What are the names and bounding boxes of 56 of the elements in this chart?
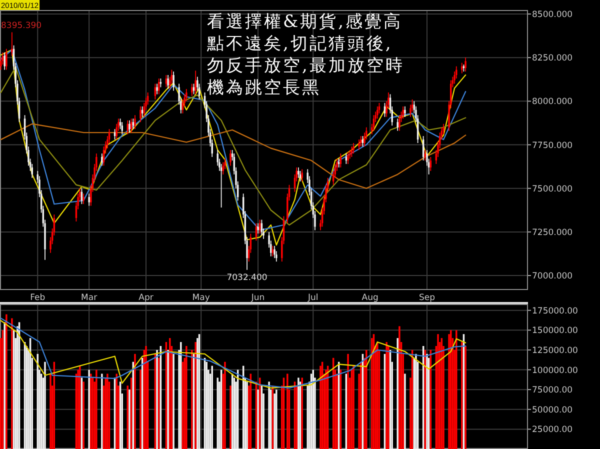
candlestick: [396, 118, 398, 132]
x-tick-label: Aug: [362, 293, 378, 303]
y-tick-label: 175000.00: [532, 306, 578, 316]
candlestick: [358, 139, 360, 150]
x-tick-label: May: [192, 293, 210, 303]
candlestick: [347, 151, 349, 164]
y-tick-label: 8000.000: [532, 97, 573, 108]
candlestick: [230, 150, 232, 166]
candlestick: [257, 222, 259, 234]
candlestick: [338, 158, 340, 168]
candlestick: [156, 83, 158, 95]
y-tick-label: 7500.000: [532, 184, 573, 194]
y-tick-label: 8250.000: [532, 54, 573, 64]
line-series: [0, 123, 466, 189]
y-tick-label: 75000.00: [532, 386, 573, 396]
candlestick: [398, 114, 400, 132]
y-tick-label: 8500.000: [532, 10, 573, 20]
candlestick: [274, 245, 276, 259]
candlestick: [172, 71, 174, 92]
x-tick-label: Jun: [250, 293, 265, 303]
candlestick: [298, 166, 300, 178]
y-tick-label: 100000.00: [532, 366, 578, 376]
candlestick: [88, 193, 90, 206]
x-tick-label: Sep: [418, 293, 436, 303]
candlestick: [128, 120, 130, 134]
candlestick: [82, 193, 84, 204]
annotation: 7032.400: [226, 272, 268, 283]
x-tick-label: Mar: [81, 293, 98, 303]
candlestick: [101, 153, 103, 166]
y-tick-label: 25000.00: [532, 425, 573, 436]
candlestick: [301, 168, 303, 182]
y-tick-label: 150000.00: [532, 326, 578, 336]
y-tick-label: 50000.00: [532, 405, 573, 416]
candlestick: [464, 57, 466, 72]
candlestick: [376, 106, 378, 120]
y-tick-label: 7000.000: [532, 272, 573, 282]
candlestick: [6, 48, 8, 70]
candlestick: [140, 106, 142, 123]
y-tick-label: 7250.000: [532, 228, 573, 238]
candlestick: [402, 106, 404, 120]
annotation: 看選擇權&期貨,感覺高點不遠矣,切記猜頭後,勿反手放空,最加放空時機為跳空長黑: [206, 12, 404, 98]
candlestick: [352, 142, 354, 154]
candlestick: [11, 32, 13, 56]
x-tick-label: Feb: [30, 293, 46, 303]
candlestick: [191, 83, 193, 96]
candlestick: [461, 62, 463, 74]
candlestick: [167, 74, 169, 90]
x-tick-label: Jul: [306, 293, 318, 303]
y-tick-label: 7750.000: [532, 140, 573, 151]
candlestick: [134, 114, 136, 130]
annotation: 8395.390: [1, 21, 42, 32]
x-tick-label: Apr: [138, 293, 154, 303]
candlestick: [194, 70, 196, 95]
candlestick: [404, 106, 406, 118]
y-tick-label: 125000.00: [532, 346, 578, 356]
candlestick: [4, 52, 6, 70]
